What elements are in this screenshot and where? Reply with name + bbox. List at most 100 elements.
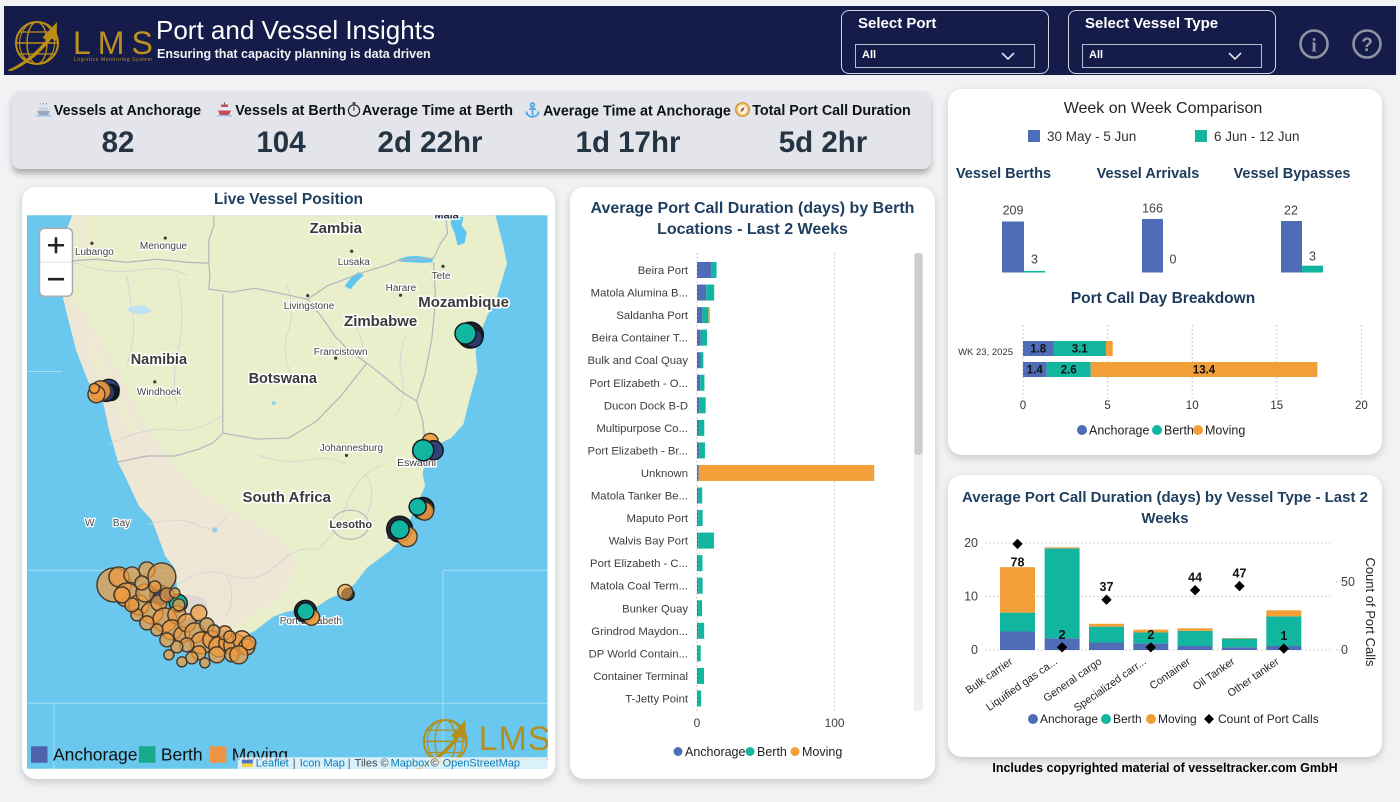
svg-text:T-Jetty Point: T-Jetty Point xyxy=(625,693,689,705)
svg-text:Leaflet: Leaflet xyxy=(256,758,289,769)
svg-text:1.4: 1.4 xyxy=(1027,365,1044,377)
svg-text:22: 22 xyxy=(1284,204,1298,218)
svg-text:3.1: 3.1 xyxy=(1072,344,1089,356)
svg-text:0: 0 xyxy=(1170,253,1177,267)
svg-text:Livingstone: Livingstone xyxy=(284,301,335,312)
svg-text:5: 5 xyxy=(1104,400,1110,412)
svg-text:Anchorage: Anchorage xyxy=(685,745,746,759)
svg-text:|: | xyxy=(348,758,351,769)
svg-text:10: 10 xyxy=(1186,400,1199,412)
svg-text:Vessel Bypasses: Vessel Bypasses xyxy=(1234,166,1351,182)
svg-text:10: 10 xyxy=(964,590,978,604)
svg-text:Francistown: Francistown xyxy=(314,347,368,358)
svg-text:Count of Port Calls: Count of Port Calls xyxy=(1363,557,1378,667)
svg-text:0: 0 xyxy=(971,643,978,657)
svg-text:Port Elizabeth - O...: Port Elizabeth - O... xyxy=(589,378,688,390)
svg-text:20: 20 xyxy=(964,536,978,550)
svg-text:Namibia: Namibia xyxy=(131,352,188,368)
svg-text:DP World Contain...: DP World Contain... xyxy=(589,648,688,660)
svg-text:13.4: 13.4 xyxy=(1193,365,1216,377)
svg-text:Mapbox: Mapbox xyxy=(391,758,431,769)
svg-text:2: 2 xyxy=(1059,628,1066,642)
svg-text:Tete: Tete xyxy=(432,271,451,282)
svg-text:W: W xyxy=(85,518,95,529)
svg-text:50: 50 xyxy=(1341,575,1355,589)
svg-text:15: 15 xyxy=(1270,400,1283,412)
svg-text:0: 0 xyxy=(1341,643,1348,657)
svg-text:Mozambique: Mozambique xyxy=(418,294,509,311)
svg-text:Zimbabwe: Zimbabwe xyxy=(344,313,417,330)
svg-text:i: i xyxy=(1311,36,1316,57)
svg-text:Anchorage: Anchorage xyxy=(1040,712,1098,726)
svg-text:Matola Alumina B...: Matola Alumina B... xyxy=(591,288,688,300)
svg-text:37: 37 xyxy=(1100,580,1114,594)
svg-text:Berth: Berth xyxy=(757,745,787,759)
svg-text:OpenStreetMap: OpenStreetMap xyxy=(443,758,520,769)
svg-text:Moving: Moving xyxy=(1205,424,1245,438)
svg-text:Container Terminal: Container Terminal xyxy=(593,671,688,683)
svg-text:44: 44 xyxy=(1188,571,1202,585)
svg-text:?: ? xyxy=(1361,35,1373,56)
svg-text:100: 100 xyxy=(825,716,845,730)
svg-text:Multipurpose Co...: Multipurpose Co... xyxy=(596,423,688,435)
svg-text:Moving: Moving xyxy=(1158,712,1197,726)
svg-text:Zambia: Zambia xyxy=(310,220,363,237)
svg-text:209: 209 xyxy=(1003,204,1024,218)
svg-text:Container: Container xyxy=(1148,655,1194,692)
svg-text:Berth: Berth xyxy=(1164,424,1194,438)
svg-text:20: 20 xyxy=(1355,400,1368,412)
svg-text:Moving: Moving xyxy=(802,745,842,759)
svg-text:Vessel Arrivals: Vessel Arrivals xyxy=(1097,166,1200,182)
svg-text:Saldanha Port: Saldanha Port xyxy=(616,310,688,322)
svg-text:0: 0 xyxy=(694,716,701,730)
svg-text:Port Elizabeth - C...: Port Elizabeth - C... xyxy=(590,558,688,570)
svg-text:Port Elizabeth - Br...: Port Elizabeth - Br... xyxy=(588,445,688,457)
svg-text:Bay: Bay xyxy=(113,518,130,529)
svg-text:Unknown: Unknown xyxy=(641,468,688,480)
svg-text:30 May - 5 Jun: 30 May - 5 Jun xyxy=(1047,129,1136,144)
svg-text:©: © xyxy=(431,758,439,769)
svg-text:South Africa: South Africa xyxy=(243,489,332,506)
svg-text:78: 78 xyxy=(1011,556,1025,570)
svg-text:1: 1 xyxy=(1280,629,1287,643)
svg-text:Vessel Berths: Vessel Berths xyxy=(956,166,1051,182)
svg-text:Beira Container T...: Beira Container T... xyxy=(592,333,689,345)
svg-text:Bunker Quay: Bunker Quay xyxy=(622,603,688,615)
svg-text:Windhoek: Windhoek xyxy=(137,387,181,398)
svg-text:Mala: Mala xyxy=(434,215,459,221)
svg-text:Tiles ©: Tiles © xyxy=(355,758,389,769)
svg-text:2.6: 2.6 xyxy=(1061,365,1077,377)
svg-text:Matola Tanker Be...: Matola Tanker Be... xyxy=(591,491,688,503)
svg-text:0: 0 xyxy=(1020,400,1026,412)
svg-text:Anchorage: Anchorage xyxy=(53,745,137,765)
svg-text:6 Jun - 12 Jun: 6 Jun - 12 Jun xyxy=(1214,129,1300,144)
svg-text:WK 23, 2025: WK 23, 2025 xyxy=(958,347,1013,358)
svg-text:|: | xyxy=(293,758,296,769)
svg-text:3: 3 xyxy=(1309,250,1316,264)
svg-text:Lusaka: Lusaka xyxy=(338,257,371,268)
svg-text:2: 2 xyxy=(1147,628,1154,642)
svg-text:Bulk and Coal Quay: Bulk and Coal Quay xyxy=(588,355,689,367)
svg-text:Lesotho: Lesotho xyxy=(329,519,372,531)
svg-text:Icon Map: Icon Map xyxy=(300,758,345,769)
svg-text:Johannesburg: Johannesburg xyxy=(320,443,383,454)
svg-text:Walvis Bay Port: Walvis Bay Port xyxy=(609,536,689,548)
svg-text:Ducon Dock B-D: Ducon Dock B-D xyxy=(604,400,688,412)
svg-text:Lubango: Lubango xyxy=(75,247,114,258)
svg-text:Harare: Harare xyxy=(386,283,417,294)
svg-text:Port Call Day Breakdown: Port Call Day Breakdown xyxy=(1071,290,1255,307)
svg-text:Count of Port Calls: Count of Port Calls xyxy=(1218,712,1319,726)
svg-text:47: 47 xyxy=(1233,567,1247,581)
svg-text:Beira Port: Beira Port xyxy=(638,265,689,277)
svg-text:Berth: Berth xyxy=(161,745,203,765)
svg-text:Matola Coal Term...: Matola Coal Term... xyxy=(590,581,688,593)
svg-text:Botswana: Botswana xyxy=(249,371,318,387)
svg-text:LMS: LMS xyxy=(479,720,548,758)
svg-text:166: 166 xyxy=(1142,202,1163,216)
svg-text:Week on Week Comparison: Week on Week Comparison xyxy=(1064,100,1263,117)
svg-text:Maputo Port: Maputo Port xyxy=(626,513,688,525)
svg-text:3: 3 xyxy=(1031,253,1038,267)
svg-text:Grindrod Maydon...: Grindrod Maydon... xyxy=(591,626,688,638)
svg-text:Menongue: Menongue xyxy=(140,241,188,252)
svg-text:Anchorage: Anchorage xyxy=(1089,424,1150,438)
